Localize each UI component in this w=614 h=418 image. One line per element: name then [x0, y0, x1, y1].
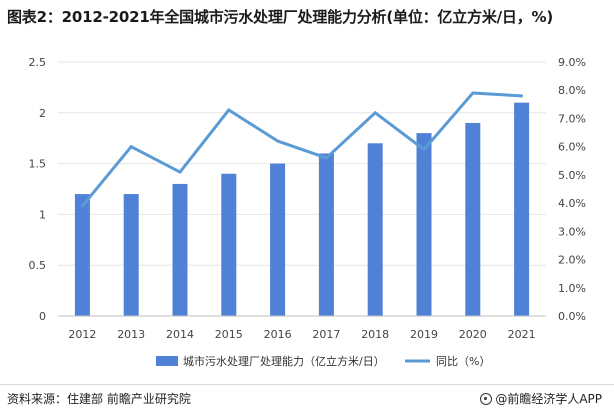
- y-left-tick-label: 2: [39, 107, 46, 120]
- x-tick-label: 2021: [508, 328, 536, 341]
- y-left-tick-label: 0: [39, 310, 46, 323]
- y-left-tick-label: 1.5: [29, 158, 47, 171]
- y-right-tick-label: 8.0%: [558, 84, 586, 97]
- legend: 城市污水处理厂处理能力（亿立方米/日） 同比（%）: [156, 354, 490, 368]
- y-left-tick-label: 0.5: [29, 259, 47, 272]
- y-left-tick-label: 2.5: [29, 56, 47, 69]
- bar: [123, 194, 139, 316]
- footer-divider: [0, 384, 614, 385]
- x-tick-label: 2014: [166, 328, 194, 341]
- bar: [270, 163, 286, 316]
- line-point: [324, 156, 328, 160]
- bar: [416, 133, 432, 316]
- line-point: [178, 170, 182, 174]
- brand-footer: @前瞻经济学人APP: [480, 390, 602, 407]
- line-series: [80, 91, 524, 208]
- y-right-tick-label: 1.0%: [558, 282, 586, 295]
- bar: [318, 153, 334, 316]
- line-point: [129, 145, 133, 149]
- y-right-tick-label: 9.0%: [558, 56, 586, 69]
- x-tick-label: 2017: [312, 328, 340, 341]
- gridlines: [58, 61, 546, 266]
- line-point: [520, 94, 524, 98]
- growth-line: [81, 91, 522, 207]
- line-point: [276, 139, 280, 143]
- bar-series: [74, 102, 530, 317]
- legend-bar-swatch: [156, 356, 178, 366]
- line-point: [422, 147, 426, 151]
- x-tick-label: 2018: [361, 328, 389, 341]
- y-right-tick-label: 7.0%: [558, 112, 586, 125]
- bar: [514, 102, 530, 316]
- axes: 0 0.5 1 1.5 2 2.5 0.0% 1.0% 2.0% 3.0% 4.0% 5.0% 6.0%…: [29, 56, 586, 341]
- source-note: 资料来源：住建部 前瞻产业研究院: [7, 392, 191, 406]
- bar: [465, 122, 481, 317]
- x-tick-label: 2019: [410, 328, 438, 341]
- x-tick-label: 2020: [459, 328, 487, 341]
- x-tick-label: 2015: [215, 328, 243, 341]
- chart-title: 图表2：2012-2021年全国城市污水处理厂处理能力分析(单位：亿立方米/日，…: [7, 8, 553, 26]
- brand-logo-icon: [480, 392, 493, 405]
- y-right-tick-label: 5.0%: [558, 169, 586, 182]
- bar: [221, 173, 237, 316]
- x-tick-label: 2016: [264, 328, 292, 341]
- y-right-tick-label: 6.0%: [558, 141, 586, 154]
- y-left-tick-label: 1: [39, 208, 46, 221]
- y-right-tick-label: 0.0%: [558, 310, 586, 323]
- y-right-tick-label: 3.0%: [558, 225, 586, 238]
- line-point: [227, 108, 231, 112]
- line-point: [80, 204, 84, 208]
- line-point: [373, 111, 377, 115]
- brand-label: @前瞻经济学人APP: [495, 392, 602, 406]
- x-tick-label: 2012: [68, 328, 96, 341]
- x-tick-label: 2013: [117, 328, 145, 341]
- bar: [74, 194, 90, 316]
- line-point: [471, 91, 475, 95]
- y-right-tick-label: 4.0%: [558, 197, 586, 210]
- bar: [172, 183, 188, 316]
- legend-bar-label: 城市污水处理厂处理能力（亿立方米/日）: [183, 354, 385, 368]
- y-right-tick-label: 2.0%: [558, 254, 586, 267]
- bar: [367, 143, 383, 316]
- legend-line-label: 同比（%）: [436, 355, 490, 368]
